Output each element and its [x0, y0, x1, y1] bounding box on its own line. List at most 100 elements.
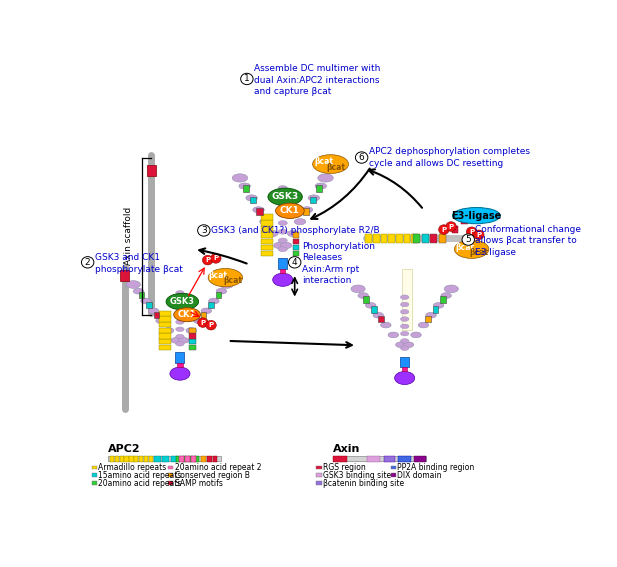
Text: SAMP motifs: SAMP motifs [175, 479, 223, 488]
Bar [159, 322, 171, 327]
Text: RGS region: RGS region [323, 463, 366, 472]
Ellipse shape [201, 308, 212, 314]
Ellipse shape [232, 174, 247, 182]
Bar [373, 234, 380, 243]
Circle shape [205, 320, 217, 330]
Bar [139, 292, 144, 298]
Circle shape [355, 152, 368, 163]
Text: P: P [469, 229, 474, 235]
Text: P: P [449, 223, 453, 230]
Text: Armadillo repeats: Armadillo repeats [98, 463, 167, 472]
Ellipse shape [278, 185, 288, 191]
Ellipse shape [301, 207, 313, 213]
Bar [159, 311, 171, 316]
Ellipse shape [253, 207, 264, 213]
Text: 20amino acid repeat 2: 20amino acid repeat 2 [175, 463, 261, 472]
Text: DIX domain: DIX domain [397, 471, 442, 480]
Bar [154, 456, 160, 462]
Ellipse shape [239, 183, 251, 189]
Bar [396, 234, 403, 243]
Bar [378, 316, 384, 322]
Text: PP2A binding region: PP2A binding region [397, 463, 474, 472]
Ellipse shape [278, 212, 288, 217]
Bar [250, 197, 256, 204]
Bar [293, 244, 299, 250]
Text: 1: 1 [244, 74, 250, 83]
Text: βcat: βcat [327, 163, 346, 172]
Ellipse shape [176, 320, 184, 324]
Bar [425, 316, 431, 322]
Bar [391, 466, 396, 469]
Bar [179, 456, 184, 462]
Circle shape [473, 230, 484, 240]
Bar [92, 473, 97, 477]
Ellipse shape [452, 208, 500, 224]
Bar [412, 234, 418, 243]
Ellipse shape [246, 195, 257, 201]
Ellipse shape [278, 229, 288, 234]
Bar [430, 234, 437, 243]
Text: βcat: βcat [209, 271, 228, 280]
Circle shape [202, 255, 213, 265]
Bar [293, 232, 299, 238]
Bar [317, 481, 321, 485]
Ellipse shape [141, 298, 151, 304]
Text: GSK3: GSK3 [271, 192, 299, 201]
Bar [125, 456, 129, 462]
Ellipse shape [381, 322, 391, 328]
Bar [399, 456, 411, 462]
Text: 4: 4 [292, 258, 297, 267]
Text: 6: 6 [358, 153, 365, 162]
Ellipse shape [441, 293, 452, 298]
Ellipse shape [365, 303, 376, 308]
Bar [452, 226, 458, 233]
Ellipse shape [426, 312, 436, 318]
Bar [402, 367, 407, 371]
Text: Assemble DC multimer with
dual Axin:APC2 interactions
and capture βcat: Assemble DC multimer with dual Axin:APC2… [254, 64, 381, 96]
Text: βcatenin binding site: βcatenin binding site [323, 479, 404, 488]
Ellipse shape [400, 317, 409, 321]
Ellipse shape [170, 367, 190, 380]
Bar [402, 269, 412, 330]
Text: 15amino acid repeats: 15amino acid repeats [98, 471, 181, 480]
Text: Conserved region B: Conserved region B [175, 471, 249, 480]
Ellipse shape [400, 331, 409, 336]
Bar [381, 234, 387, 243]
Ellipse shape [315, 183, 326, 189]
Bar [191, 456, 196, 462]
Ellipse shape [308, 195, 320, 201]
Ellipse shape [176, 312, 184, 317]
Bar [147, 166, 155, 176]
Ellipse shape [176, 305, 184, 310]
Bar [317, 473, 321, 477]
Bar [130, 456, 133, 462]
Ellipse shape [176, 290, 184, 295]
Bar [201, 311, 206, 318]
Ellipse shape [411, 332, 421, 338]
Bar [391, 473, 396, 477]
Bar [462, 217, 468, 225]
Text: βcat: βcat [455, 243, 474, 252]
Ellipse shape [176, 341, 184, 346]
Ellipse shape [313, 155, 349, 174]
Ellipse shape [444, 285, 458, 293]
Ellipse shape [278, 203, 288, 208]
Ellipse shape [276, 203, 304, 218]
Ellipse shape [281, 243, 292, 248]
Text: CK1: CK1 [178, 310, 196, 319]
Bar [159, 333, 171, 338]
Circle shape [439, 225, 449, 234]
Ellipse shape [273, 243, 285, 248]
Text: APC2: APC2 [108, 444, 141, 454]
Bar [293, 251, 299, 256]
Bar [182, 456, 186, 462]
Bar [293, 239, 299, 244]
Ellipse shape [209, 298, 219, 304]
Ellipse shape [294, 219, 306, 225]
Ellipse shape [433, 303, 444, 308]
Bar [189, 345, 196, 350]
Bar [389, 234, 395, 243]
Text: 3: 3 [201, 226, 207, 235]
Bar [261, 251, 273, 256]
Bar [162, 456, 168, 462]
